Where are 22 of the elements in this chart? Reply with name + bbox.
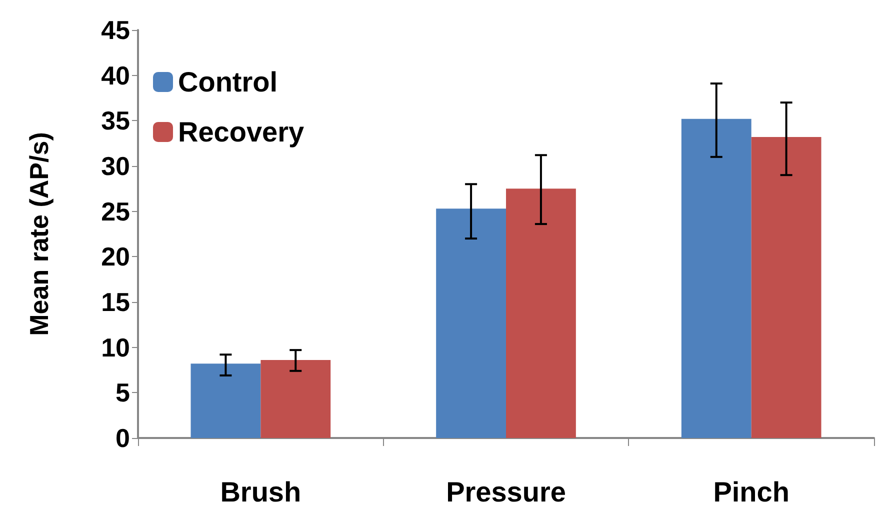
x-tick-label: Pinch [713,476,790,508]
y-tick-label: 25 [101,196,130,226]
x-tick-label: Brush [220,476,302,508]
bar [190,364,261,438]
bar [751,136,822,438]
y-tick-label: 35 [101,106,130,136]
bar [436,208,506,438]
bar [260,360,331,438]
y-tick-label: 45 [101,15,130,45]
legend-label: Control [178,66,278,98]
bar [681,118,752,438]
y-tick-label: 15 [101,287,130,317]
y-tick-label: 40 [101,60,130,90]
bar [506,188,576,438]
x-tick-label: Pressure [446,476,566,508]
y-tick-label: 0 [116,423,130,453]
y-tick-label: 5 [116,378,130,408]
y-axis-title: Mean rate (AP/s) [24,132,54,336]
legend-label: Recovery [178,116,305,148]
y-tick-label: 20 [101,242,130,272]
y-tick-label: 30 [101,151,130,181]
y-tick-label: 10 [101,332,130,362]
